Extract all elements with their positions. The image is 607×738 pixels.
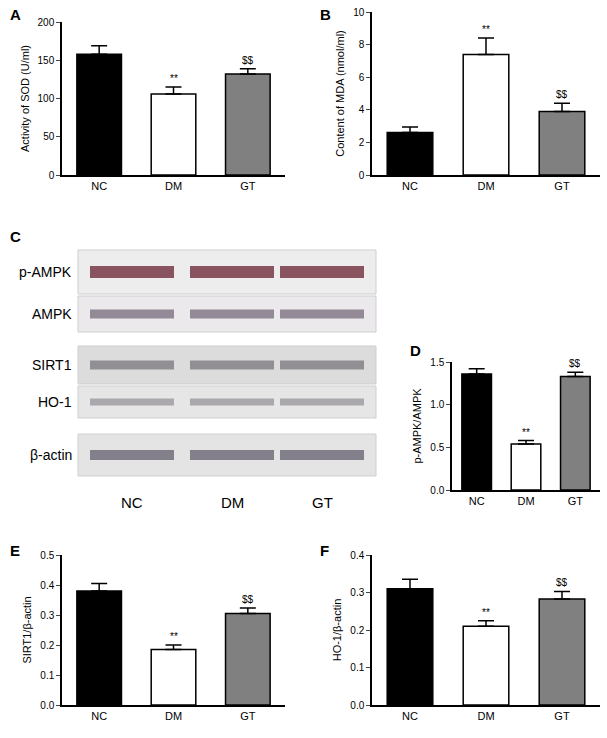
svg-text:A: A	[10, 6, 21, 23]
svg-text:$$: $$	[242, 594, 254, 605]
svg-text:0.5: 0.5	[40, 550, 54, 561]
svg-text:0.3: 0.3	[350, 587, 364, 598]
svg-text:**: **	[170, 73, 178, 84]
svg-text:**: **	[522, 427, 530, 438]
svg-text:AMPK: AMPK	[32, 306, 72, 322]
svg-text:100: 100	[38, 93, 55, 104]
svg-text:GT: GT	[568, 495, 584, 507]
svg-text:NC: NC	[402, 710, 418, 722]
svg-text:β-actin: β-actin	[30, 447, 72, 463]
svg-text:GT: GT	[240, 710, 256, 722]
svg-text:HO-1/β-actin: HO-1/β-actin	[331, 599, 343, 662]
svg-text:1.5: 1.5	[430, 357, 444, 368]
svg-text:0: 0	[49, 170, 55, 181]
svg-text:DM: DM	[165, 710, 182, 722]
svg-text:SIRT1: SIRT1	[32, 357, 72, 373]
svg-text:0.0: 0.0	[40, 700, 54, 711]
svg-text:50: 50	[43, 131, 55, 142]
svg-text:DM: DM	[517, 495, 534, 507]
svg-text:DM: DM	[221, 494, 244, 511]
svg-text:HO-1: HO-1	[38, 394, 72, 410]
svg-text:DM: DM	[477, 710, 494, 722]
svg-text:NC: NC	[91, 710, 107, 722]
svg-text:p-AMPK: p-AMPK	[19, 264, 72, 280]
svg-text:0.4: 0.4	[40, 580, 54, 591]
svg-text:**: **	[482, 607, 490, 618]
svg-text:0.4: 0.4	[350, 550, 364, 561]
svg-text:$$: $$	[556, 577, 568, 588]
svg-text:0.1: 0.1	[40, 670, 54, 681]
svg-text:4: 4	[359, 104, 365, 115]
svg-text:NC: NC	[91, 180, 107, 192]
svg-text:GT: GT	[554, 180, 570, 192]
svg-text:GT: GT	[240, 180, 256, 192]
svg-text:10: 10	[353, 7, 365, 18]
svg-text:0.0: 0.0	[430, 485, 444, 496]
svg-text:NC: NC	[121, 494, 143, 511]
svg-text:**: **	[170, 631, 178, 642]
svg-text:C: C	[10, 228, 21, 245]
svg-text:2: 2	[359, 137, 365, 148]
svg-text:B: B	[320, 6, 331, 23]
svg-text:150: 150	[38, 55, 55, 66]
svg-text:$$: $$	[242, 55, 254, 66]
svg-text:0.3: 0.3	[40, 610, 54, 621]
svg-text:6: 6	[359, 72, 365, 83]
svg-text:Activity of SOD (U/ml): Activity of SOD (U/ml)	[19, 45, 31, 152]
svg-text:0.2: 0.2	[40, 640, 54, 651]
svg-text:0.2: 0.2	[350, 625, 364, 636]
svg-text:0.0: 0.0	[350, 700, 364, 711]
svg-text:0: 0	[359, 170, 365, 181]
svg-text:p-AMPK/AMPK: p-AMPK/AMPK	[411, 388, 423, 464]
svg-text:Content of MDA (nmol/ml): Content of MDA (nmol/ml)	[334, 30, 346, 157]
svg-text:F: F	[320, 542, 329, 559]
svg-text:**: **	[482, 24, 490, 35]
svg-text:E: E	[10, 542, 20, 559]
svg-text:NC: NC	[402, 180, 418, 192]
svg-text:200: 200	[38, 17, 55, 28]
svg-text:GT: GT	[312, 494, 333, 511]
svg-text:0.1: 0.1	[350, 662, 364, 673]
svg-text:$$: $$	[569, 358, 581, 369]
svg-text:D: D	[410, 342, 421, 359]
svg-text:DM: DM	[477, 180, 494, 192]
svg-text:SIRT1/β-actin: SIRT1/β-actin	[21, 596, 33, 663]
svg-text:NC: NC	[469, 495, 485, 507]
svg-text:DM: DM	[165, 180, 182, 192]
svg-text:0.5: 0.5	[430, 442, 444, 453]
svg-text:GT: GT	[554, 710, 570, 722]
svg-text:8: 8	[359, 39, 365, 50]
svg-text:1.0: 1.0	[430, 399, 444, 410]
svg-text:$$: $$	[556, 89, 568, 100]
